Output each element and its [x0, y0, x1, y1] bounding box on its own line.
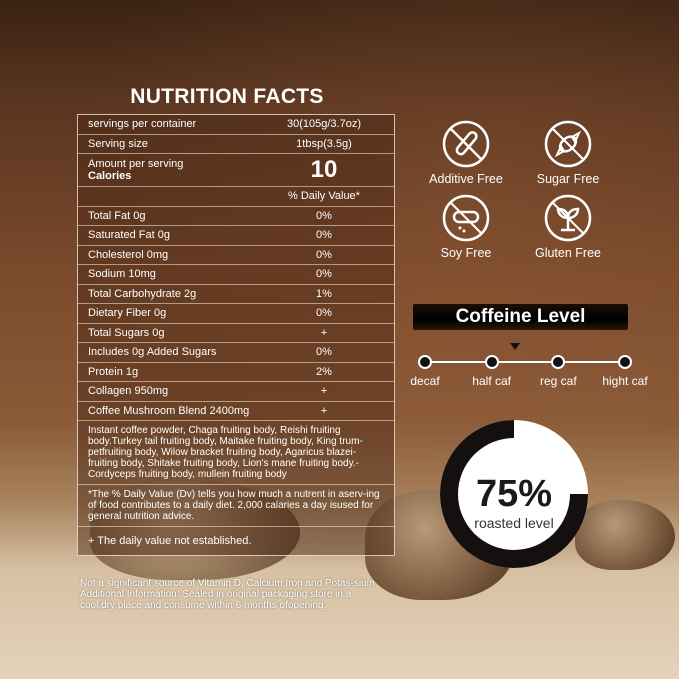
row-value: 0%	[316, 307, 332, 320]
row-label: Total Carbohydrate 2g	[88, 287, 197, 300]
plus-note: + The daily value not established.	[88, 534, 252, 547]
table-row: Cholesterol 0mg 0%	[78, 246, 394, 265]
row-label: Protein 1g	[88, 365, 139, 378]
table-row: Serving size 1tbsp(3.5g)	[78, 135, 394, 154]
pill-crossed-icon	[442, 194, 490, 242]
row-value: 2%	[316, 365, 332, 378]
candy-crossed-icon	[544, 120, 592, 168]
row-value: 1%	[316, 287, 332, 300]
amount-label: Amount per serving	[88, 158, 184, 170]
badge-gluten-free: Gluten Free	[508, 194, 628, 260]
table-row: Total Fat 0g 0%	[78, 207, 394, 226]
table-row: Collagen 950mg +	[78, 382, 394, 402]
row-value: 0%	[316, 229, 332, 242]
roast-label: roasted level	[474, 515, 553, 531]
footnote: Not a significant source of Vitamin D, C…	[80, 578, 375, 611]
row-value: 0%	[316, 248, 332, 261]
caffeine-level-title: Coffeine Level	[413, 304, 628, 330]
table-row: Total Sugars 0g +	[78, 324, 394, 343]
table-row: Dietary Fiber 0g 0%	[78, 304, 394, 324]
nutrition-table: servings per container 30(105g/3.7oz) Ser…	[77, 114, 395, 556]
level-label: hight caf	[602, 374, 648, 388]
row-label: Total Sugars 0g	[88, 326, 165, 339]
mushroom-image	[90, 480, 300, 580]
row-value: 0%	[316, 346, 332, 359]
badge-soy-free: Soy Free	[406, 194, 526, 260]
row-label: Coffee Mushroom Blend 2400mg	[88, 404, 250, 417]
row-value: 30(105g/3.7oz)	[287, 118, 361, 131]
test-tube-crossed-icon	[442, 120, 490, 168]
table-row: Coffee Mushroom Blend 2400mg +	[78, 402, 394, 421]
badge-additive-free: Additive Free	[406, 120, 526, 186]
badge-label: Soy Free	[440, 246, 492, 260]
ingredients: Instant coffee powder, Chaga fruiting bo…	[78, 421, 394, 485]
row-label: Saturated Fat 0g	[88, 229, 170, 242]
row-value: 0%	[316, 209, 332, 222]
badge-label: Additive Free	[429, 172, 503, 186]
row-label: Serving size	[88, 137, 148, 150]
calories-row: Amount per serving Calories 10	[78, 154, 394, 187]
table-row: Protein 1g 2%	[78, 363, 394, 382]
roast-percent: 75%	[476, 473, 552, 515]
caffeine-scale: decaf half caf reg caf hight caf	[405, 340, 648, 390]
table-row: Saturated Fat 0g 0%	[78, 226, 394, 246]
table-row: Includes 0g Added Sugars 0%	[78, 343, 394, 363]
row-label: servings per container	[88, 118, 197, 131]
row-value: 1tbsp(3.5g)	[296, 137, 352, 150]
table-row: Total Carbohydrate 2g 1%	[78, 285, 394, 304]
calories-value: 10	[310, 156, 338, 183]
level-label: half caf	[472, 374, 511, 388]
table-row: Sodium 10mg 0%	[78, 265, 394, 285]
row-value: +	[320, 326, 328, 339]
row-value: +	[320, 385, 328, 398]
scale-line	[425, 361, 625, 363]
row-value: 0%	[316, 268, 332, 281]
row-label: Sodium 10mg	[88, 268, 156, 281]
row-label: Total Fat 0g	[88, 209, 146, 222]
calories-label: Calories	[88, 170, 132, 182]
mushroom-image	[575, 500, 675, 570]
table-row: servings per container 30(105g/3.7oz)	[78, 115, 394, 135]
level-indicator-icon	[510, 343, 520, 350]
dv-note: *The % Daily Value (Dv) tells you how mu…	[78, 485, 394, 527]
row-label: Includes 0g Added Sugars	[88, 346, 217, 359]
level-label: decaf	[410, 374, 440, 388]
level-label: reg caf	[539, 374, 577, 388]
dv-header-row: % Daily Value*	[78, 187, 394, 207]
page-title: NUTRITION FACTS	[130, 85, 324, 108]
row-label: Dietary Fiber 0g	[88, 307, 167, 320]
badge-label: Sugar Free	[536, 172, 600, 186]
badge-sugar-free: Sugar Free	[508, 120, 628, 186]
level-dot	[618, 355, 632, 369]
level-dot	[418, 355, 432, 369]
dv-header: % Daily Value*	[288, 190, 360, 203]
gauge-center	[458, 438, 570, 550]
level-dot	[484, 355, 499, 369]
row-label: Collagen 950mg	[88, 385, 169, 398]
badge-label: Gluten Free	[534, 246, 601, 260]
row-label: Cholesterol 0mg	[88, 248, 169, 261]
roast-gauge: 75% roasted level	[440, 420, 588, 568]
sprout-crossed-icon	[544, 194, 592, 242]
row-value: +	[320, 404, 328, 417]
level-dot	[551, 355, 566, 369]
